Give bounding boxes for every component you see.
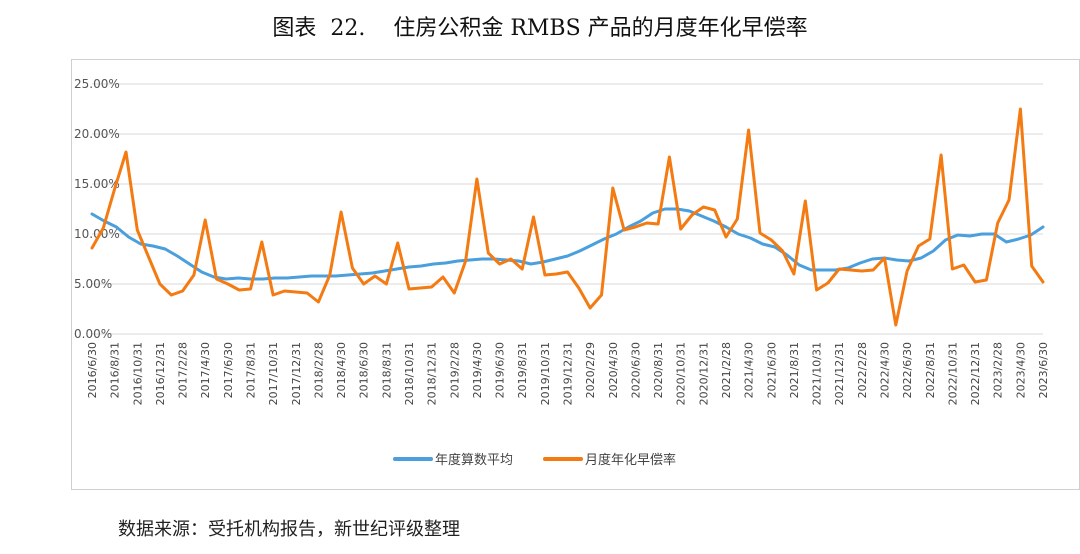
x-tick-label: 2017/12/31 bbox=[290, 342, 303, 405]
source-note: 数据来源：受托机构报告，新世纪评级整理 bbox=[118, 519, 460, 540]
x-tick-label: 2022/2/28 bbox=[856, 342, 869, 398]
x-tick-label: 2022/4/30 bbox=[879, 342, 892, 398]
x-tick-label: 2019/2/28 bbox=[448, 342, 461, 398]
figure-label: 图表 bbox=[272, 16, 317, 41]
x-tick-label: 2020/8/31 bbox=[652, 342, 665, 398]
x-tick-label: 2016/8/31 bbox=[109, 342, 122, 398]
x-tick-label: 2018/10/31 bbox=[403, 342, 416, 405]
x-axis-ticks: 2016/6/30 2016/8/31 2016/10/31 2016/12/31 20… bbox=[86, 342, 1050, 405]
x-tick-label: 2019/4/30 bbox=[471, 342, 484, 398]
x-tick-label: 2017/4/30 bbox=[199, 342, 212, 398]
x-tick-label: 2016/6/30 bbox=[86, 342, 99, 398]
y-tick-label: 20.00% bbox=[74, 127, 120, 141]
figure-number: 22. bbox=[330, 16, 366, 41]
x-tick-label: 2019/10/31 bbox=[539, 342, 552, 405]
x-tick-label: 2017/8/31 bbox=[245, 342, 258, 398]
x-tick-label: 2022/10/31 bbox=[946, 342, 959, 405]
x-tick-label: 2019/8/31 bbox=[516, 342, 529, 398]
x-tick-label: 2020/4/30 bbox=[607, 342, 620, 398]
x-tick-label: 2020/12/31 bbox=[697, 342, 710, 405]
x-tick-label: 2020/6/30 bbox=[629, 342, 642, 398]
legend-label: 年度算数平均 bbox=[435, 452, 513, 468]
x-tick-label: 2017/10/31 bbox=[267, 342, 280, 405]
figure-title-text: 住房公积金 RMBS 产品的月度年化早偿率 bbox=[393, 16, 808, 41]
x-tick-label: 2021/8/31 bbox=[788, 342, 801, 398]
x-tick-label: 2019/12/31 bbox=[562, 342, 575, 405]
x-tick-label: 2022/6/30 bbox=[901, 342, 914, 398]
series-lines bbox=[90, 107, 1045, 327]
y-tick-label: 5.00% bbox=[74, 277, 112, 291]
x-tick-label: 2020/2/29 bbox=[584, 342, 597, 398]
line-chart: 0.00% 5.00% 10.00% 15.00% 20.00% 25.00% 2016/… bbox=[74, 77, 1050, 468]
y-tick-label: 15.00% bbox=[74, 177, 120, 191]
x-tick-label: 2019/6/30 bbox=[494, 342, 507, 398]
x-tick-label: 2018/2/28 bbox=[312, 342, 325, 398]
x-tick-label: 2022/8/31 bbox=[924, 342, 937, 398]
x-tick-label: 2023/6/30 bbox=[1037, 342, 1050, 398]
y-tick-label: 10.00% bbox=[74, 227, 120, 241]
x-tick-label: 2021/4/30 bbox=[743, 342, 756, 398]
x-tick-label: 2018/4/30 bbox=[335, 342, 348, 398]
x-tick-label: 2016/10/31 bbox=[131, 342, 144, 405]
x-tick-label: 2020/10/31 bbox=[675, 342, 688, 405]
x-tick-label: 2021/10/31 bbox=[811, 342, 824, 405]
chart-frame: 0.00% 5.00% 10.00% 15.00% 20.00% 25.00% 2016/… bbox=[71, 59, 1080, 490]
x-tick-label: 2022/12/31 bbox=[969, 342, 982, 405]
x-tick-label: 2018/6/30 bbox=[358, 342, 371, 398]
y-tick-label: 0.00% bbox=[74, 327, 112, 341]
x-tick-label: 2018/12/31 bbox=[426, 342, 439, 405]
x-tick-label: 2018/8/31 bbox=[380, 342, 393, 398]
x-tick-label: 2021/2/28 bbox=[720, 342, 733, 398]
figure-title: 图表 22. 住房公积金 RMBS 产品的月度年化早偿率 bbox=[0, 10, 1080, 42]
x-tick-label: 2023/4/30 bbox=[1014, 342, 1027, 398]
x-tick-label: 2017/6/30 bbox=[222, 342, 235, 398]
y-axis-ticks: 0.00% 5.00% 10.00% 15.00% 20.00% 25.00% bbox=[74, 77, 120, 341]
legend: 年度算数平均 月度年化早偿率 bbox=[393, 452, 676, 468]
x-tick-label: 2023/2/28 bbox=[992, 342, 1005, 398]
series-line bbox=[90, 207, 1045, 281]
x-tick-label: 2021/6/30 bbox=[765, 342, 778, 398]
x-tick-label: 2021/12/31 bbox=[833, 342, 846, 405]
x-tick-label: 2016/12/31 bbox=[154, 342, 167, 405]
series-line bbox=[90, 107, 1045, 327]
legend-label: 月度年化早偿率 bbox=[585, 452, 676, 468]
y-tick-label: 25.00% bbox=[74, 77, 120, 91]
x-tick-label: 2017/2/28 bbox=[177, 342, 190, 398]
